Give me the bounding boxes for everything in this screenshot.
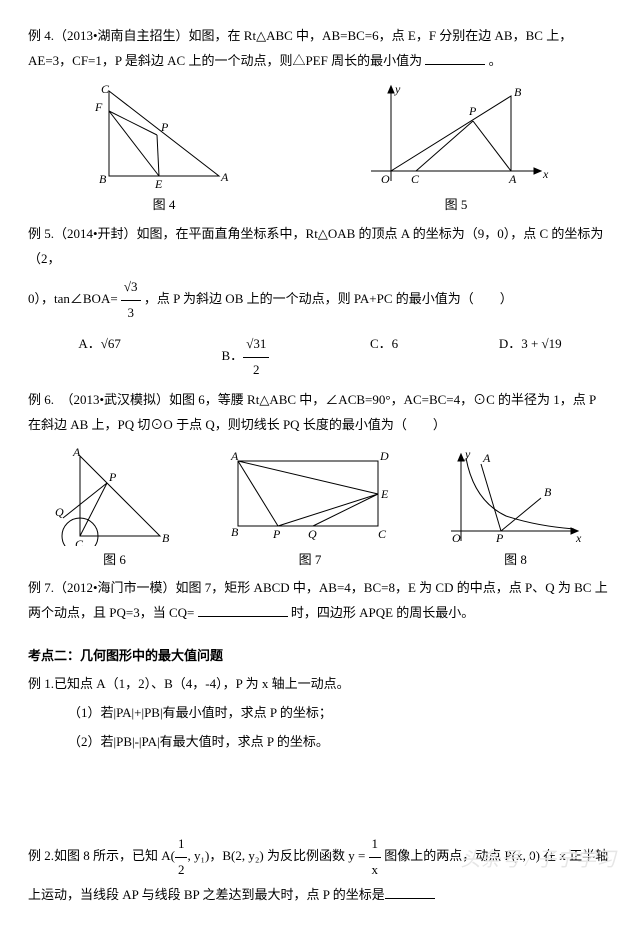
fig8-box: O P A B x y 图 8 [446,446,586,573]
ex2b-fracA: 12 [175,832,188,882]
ex2b-fracA-num: 1 [175,832,188,858]
fig8-svg: O P A B x y [446,446,586,546]
svg-text:x: x [575,531,582,545]
svg-text:B: B [99,172,107,186]
svg-text:C: C [411,172,420,186]
ex1b-head: 例 1.已知点 A（1，2）、B（4，-4），P 为 x 轴上一动点。 [28,672,612,697]
svg-text:O: O [452,531,461,545]
opt-D: D．3 + √19 [499,332,562,382]
svg-text:E: E [380,487,389,501]
opt-C-val: 6 [392,336,399,351]
ex1b-l1: （1）若|PA|+|PB|有最小值时，求点 P 的坐标； [28,701,612,726]
spacer-2 [28,758,612,828]
ex2b-p2: , y₁)，B(2, y₂) 为反比例函数 y = [187,849,368,864]
fig6-svg: A B C P Q [55,446,175,546]
ex5-options: A．√67 B．√312 C．6 D．3 + √19 [28,332,612,382]
fig-row-4-5: A B C E F P 图 4 O A B [28,81,612,218]
fig7-box: A D B C E P Q 图 7 [228,446,393,573]
fig6-box: A B C P Q 图 6 [55,446,175,573]
fig-row-6-7-8: A B C P Q 图 6 A D B C E P [28,446,612,573]
opt-B: B．√312 [222,332,270,382]
ex5-line2: 0），tan∠BOA= √3 3 ，点 P 为斜边 OB 上的一个动点，则 PA… [28,275,612,325]
fig4-label: 图 4 [89,193,239,218]
svg-text:Q: Q [308,527,317,541]
ex4-suffix: 。 [489,53,502,68]
ex4-blank [425,64,485,65]
svg-text:C: C [75,537,84,546]
fig5-svg: O A B C P x y [361,81,551,191]
ex7-line2: 时，四边形 APQE 的周长最小。 [291,605,474,620]
ex2b-fracY-den: x [369,858,382,883]
fig7-label: 图 7 [228,548,393,573]
ex2b-p1: 例 2.如图 8 所示，已知 A( [28,849,175,864]
fig5-label: 图 5 [361,193,551,218]
ex7-text: 例 7.（2012•海门市一模）如图 7，矩形 ABCD 中，AB=4，BC=8… [28,576,612,625]
svg-text:A: A [72,446,81,459]
ex2b-fracY-num: 1 [369,832,382,858]
svg-text:D: D [379,449,389,463]
opt-A-val: √67 [101,336,121,351]
opt-B-den: 2 [243,358,269,383]
ex5-frac-num: √3 [121,275,141,301]
svg-text:B: B [514,85,522,99]
svg-text:P: P [108,470,117,484]
svg-text:B: B [231,525,239,539]
svg-text:P: P [160,120,169,134]
svg-text:P: P [495,531,504,545]
ex5-line2b: ，点 P 为斜边 OB 上的一个动点，则 PA+PC 的最小值为（ ） [144,292,513,307]
svg-text:Q: Q [55,505,64,519]
ex4-text: 例 4.（2013•湖南自主招生）如图，在 Rt△ABC 中，AB=BC=6，点… [28,24,612,73]
ex1b-l2: （2）若|PB|-|PA|有最大值时，求点 P 的坐标。 [28,730,612,755]
ex5-frac: √3 3 [121,275,141,325]
fig5-box: O A B C P x y 图 5 [361,81,551,218]
svg-text:y: y [464,447,471,461]
svg-text:P: P [272,527,281,541]
svg-text:P: P [468,104,477,118]
fig8-label: 图 8 [446,548,586,573]
svg-text:A: A [230,449,239,463]
fig7-svg: A D B C E P Q [228,446,393,546]
svg-text:A: A [220,170,229,184]
ex5-frac-den: 3 [121,301,141,326]
fig4-svg: A B C E F P [89,81,239,191]
svg-text:O: O [381,172,390,186]
opt-A: A．√67 [78,332,121,382]
ex2b-fracA-den: 2 [175,858,188,883]
svg-text:A: A [482,451,491,465]
opt-D-val: 3 + √19 [521,336,561,351]
svg-text:B: B [544,485,552,499]
ex5-line1: 例 5.（2014•开封）如图，在平面直角坐标系中，Rt△OAB 的顶点 A 的… [28,222,612,271]
svg-text:y: y [394,82,401,96]
ex6-text: 例 6. （2013•武汉模拟）如图 6，等腰 Rt△ABC 中，∠ACB=90… [28,388,612,437]
section2-title: 考点二：几何图形中的最大值问题 [28,644,612,669]
svg-text:F: F [94,100,103,114]
spacer-1 [28,630,612,640]
svg-text:C: C [378,527,387,541]
opt-B-num: √31 [243,332,269,358]
ex2b-blank [385,898,435,899]
ex2b-text: 例 2.如图 8 所示，已知 A(12, y₁)，B(2, y₂) 为反比例函数… [28,832,612,907]
svg-text:C: C [101,82,110,96]
svg-text:E: E [154,177,163,191]
ex2b-fracY: 1x [369,832,382,882]
svg-text:x: x [542,167,549,181]
fig4-box: A B C E F P 图 4 [89,81,239,218]
ex5-line2a: 0），tan∠BOA= [28,292,118,307]
svg-text:A: A [508,172,517,186]
svg-text:B: B [162,531,170,545]
ex7-blank [198,616,288,617]
fig6-label: 图 6 [55,548,175,573]
opt-C: C．6 [370,332,398,382]
